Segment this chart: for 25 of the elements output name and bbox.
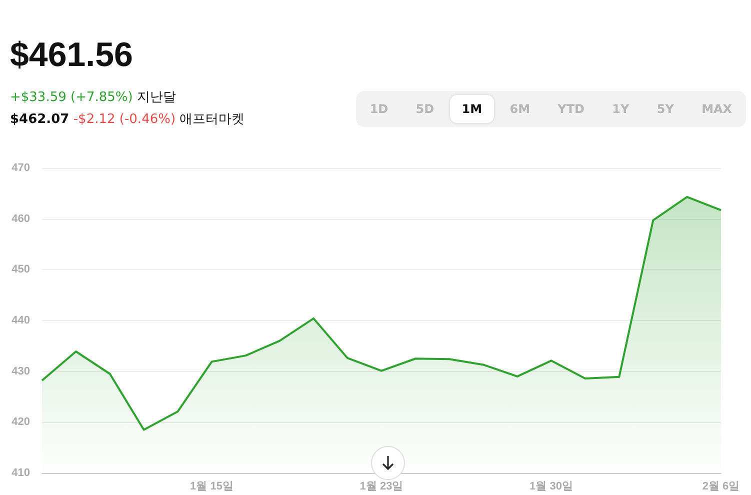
chart-title: $461.56 xyxy=(10,36,133,75)
text: 1D xyxy=(368,101,390,118)
text: 6M xyxy=(508,101,532,118)
y-tick-label: 470 xyxy=(12,162,30,174)
y-tick-label: 420 xyxy=(12,416,30,428)
text: 5Y xyxy=(656,101,675,118)
text: 5D xyxy=(414,101,436,118)
y-tick-label: 450 xyxy=(12,264,30,276)
text: 1M xyxy=(450,95,494,123)
y-tick-label: 440 xyxy=(12,314,30,326)
text: -$2.12 (-0.46%) xyxy=(73,112,176,127)
text: 애프터마켓 xyxy=(180,112,245,127)
x-tick-label: 1월 30일 xyxy=(530,480,573,492)
text: $462.07 xyxy=(10,112,70,127)
text: 1Y xyxy=(611,101,630,118)
y-tick-label: 410 xyxy=(12,467,30,479)
x-tick-label: 2월 6일 xyxy=(702,480,740,492)
text: MAX xyxy=(700,101,734,118)
x-tick-label: 1월 23일 xyxy=(360,480,404,492)
text: YTD xyxy=(556,101,586,118)
y-tick-label: 430 xyxy=(12,365,30,378)
x-tick-label: 1월 15일 xyxy=(190,480,234,492)
text: 지난달 xyxy=(137,90,176,105)
text: +$33.59 (+7.85%) xyxy=(10,90,133,105)
y-tick-label: 460 xyxy=(12,212,30,225)
